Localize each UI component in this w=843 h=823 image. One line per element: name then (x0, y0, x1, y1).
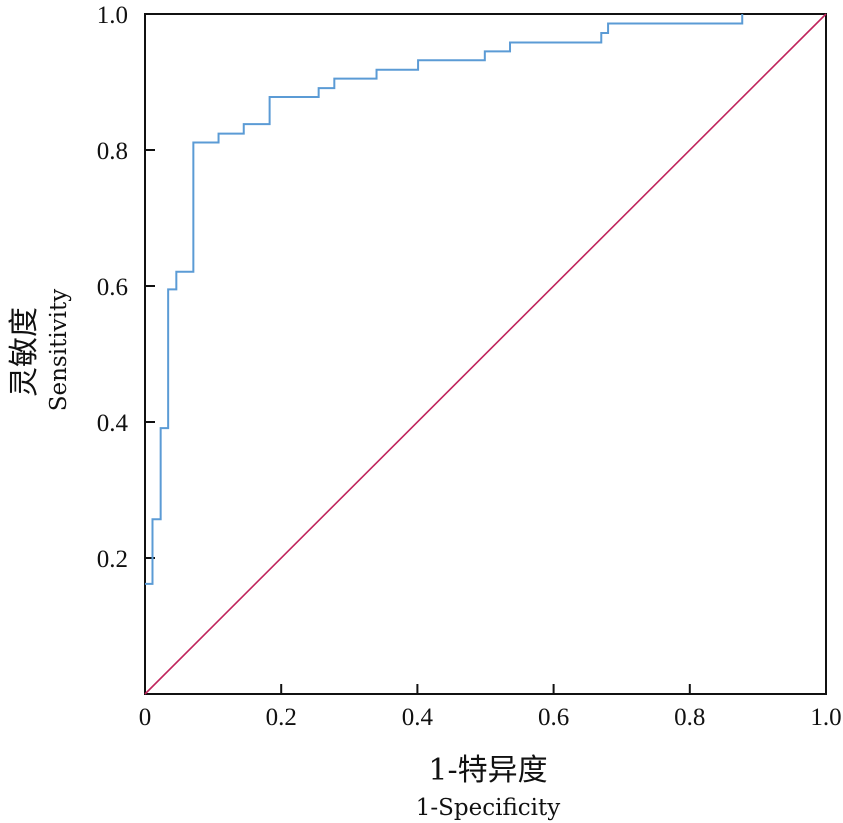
y-axis-title-en: Sensitivity (46, 289, 72, 412)
x-axis-title: 1-特异度 (428, 753, 547, 788)
x-tick-label: 0.2 (266, 704, 297, 731)
roc-curve (145, 14, 744, 585)
y-tick-label: 1.0 (97, 2, 128, 29)
x-tick-label: 0.6 (538, 704, 569, 731)
y-tick-label: 0.2 (97, 546, 128, 573)
x-tick-label: 0.4 (402, 704, 434, 731)
x-tick-label: 0.8 (674, 704, 705, 731)
x-tick-label: 0 (139, 704, 152, 731)
x-tick-label: 1.0 (810, 704, 841, 731)
plot-frame (144, 13, 827, 695)
series-group (144, 13, 827, 695)
y-tick-label: 0.4 (97, 410, 129, 437)
x-axis-title-en: 1-Specificity (416, 795, 561, 821)
y-tick-label: 0.8 (97, 138, 128, 165)
reference-diagonal (144, 13, 827, 695)
y-axis-title: 灵敏度 (7, 307, 42, 397)
y-tick-label: 0.6 (97, 274, 128, 301)
tick-group: 0 0.2 0.4 0.6 0.8 1.0 0.2 0.4 0.6 0.8 1.0 (97, 2, 842, 731)
